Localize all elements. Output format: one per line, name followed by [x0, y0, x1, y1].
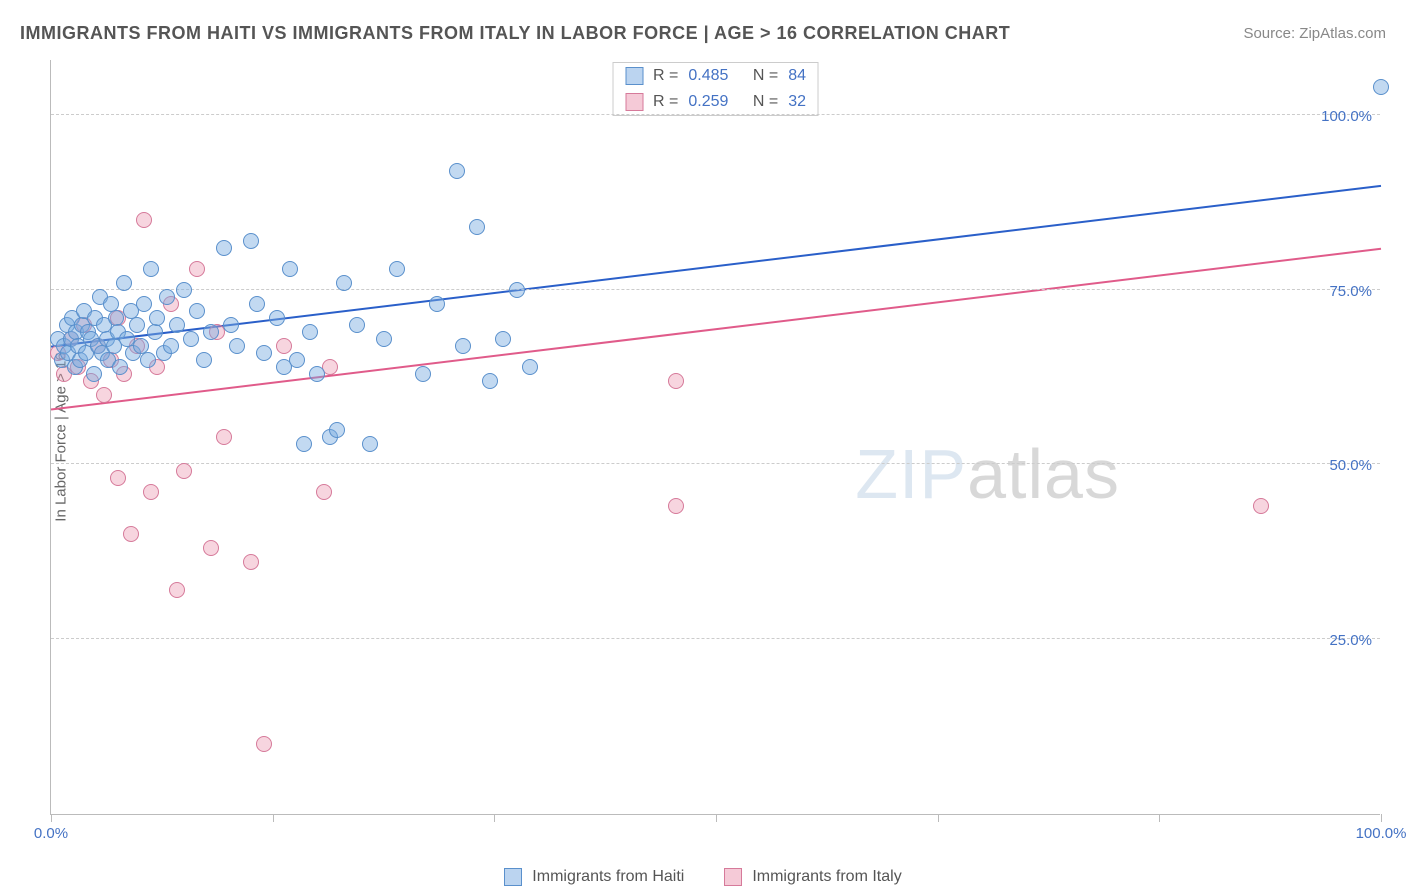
scatter-point-haiti [469, 219, 485, 235]
scatter-point-haiti [1373, 79, 1389, 95]
y-tick-label: 75.0% [1329, 283, 1372, 300]
scatter-point-haiti [269, 310, 285, 326]
scatter-point-haiti [509, 282, 525, 298]
scatter-point-haiti [223, 317, 239, 333]
scatter-point-haiti [522, 359, 538, 375]
x-tick [1159, 814, 1160, 822]
gridline [51, 114, 1380, 115]
scatter-point-haiti [329, 422, 345, 438]
x-tick [494, 814, 495, 822]
scatter-point-haiti [309, 366, 325, 382]
scatter-point-haiti [289, 352, 305, 368]
legend-item-haiti: Immigrants from Haiti [504, 868, 684, 886]
scatter-point-haiti [243, 233, 259, 249]
scatter-point-haiti [183, 331, 199, 347]
scatter-point-haiti [196, 352, 212, 368]
scatter-point-haiti [163, 338, 179, 354]
scatter-point-haiti [159, 289, 175, 305]
scatter-point-haiti [455, 338, 471, 354]
x-tick [1381, 814, 1382, 822]
scatter-point-italy [110, 470, 126, 486]
scatter-point-haiti [336, 275, 352, 291]
scatter-point-italy [668, 498, 684, 514]
trend-lines [51, 60, 1381, 815]
scatter-point-italy [276, 338, 292, 354]
scatter-point-italy [256, 736, 272, 752]
scatter-point-haiti [136, 296, 152, 312]
gridline [51, 289, 1380, 290]
scatter-point-italy [96, 387, 112, 403]
legend-label-haiti: Immigrants from Haiti [532, 868, 684, 886]
scatter-point-haiti [349, 317, 365, 333]
scatter-point-haiti [86, 366, 102, 382]
scatter-point-haiti [256, 345, 272, 361]
x-tick-label: 100.0% [1356, 825, 1406, 842]
series-legend: Immigrants from Haiti Immigrants from It… [0, 868, 1406, 886]
swatch-italy-icon [724, 868, 742, 886]
scatter-point-italy [243, 554, 259, 570]
scatter-point-italy [169, 582, 185, 598]
scatter-point-italy [203, 540, 219, 556]
y-tick-label: 100.0% [1321, 108, 1372, 125]
scatter-point-italy [176, 463, 192, 479]
x-tick [716, 814, 717, 822]
scatter-point-haiti [129, 317, 145, 333]
scatter-point-haiti [112, 359, 128, 375]
scatter-point-haiti [362, 436, 378, 452]
scatter-point-haiti [176, 282, 192, 298]
chart-title: IMMIGRANTS FROM HAITI VS IMMIGRANTS FROM… [20, 23, 1010, 44]
scatter-point-haiti [189, 303, 205, 319]
scatter-point-haiti [116, 275, 132, 291]
y-tick-label: 50.0% [1329, 457, 1372, 474]
scatter-point-italy [1253, 498, 1269, 514]
x-tick [51, 814, 52, 822]
scatter-point-haiti [216, 240, 232, 256]
source-label: Source: ZipAtlas.com [1243, 25, 1386, 42]
scatter-point-italy [668, 373, 684, 389]
scatter-point-haiti [249, 296, 265, 312]
scatter-point-haiti [143, 261, 159, 277]
scatter-point-haiti [482, 373, 498, 389]
gridline [51, 463, 1380, 464]
scatter-point-haiti [429, 296, 445, 312]
y-tick-label: 25.0% [1329, 632, 1372, 649]
scatter-plot: In Labor Force | Age > 16 ZIPatlas R = 0… [50, 60, 1380, 815]
scatter-point-haiti [149, 310, 165, 326]
scatter-point-haiti [169, 317, 185, 333]
scatter-point-haiti [140, 352, 156, 368]
scatter-point-italy [123, 526, 139, 542]
x-tick [273, 814, 274, 822]
scatter-point-haiti [147, 324, 163, 340]
trend-line-italy [51, 249, 1381, 410]
gridline [51, 638, 1380, 639]
scatter-point-haiti [203, 324, 219, 340]
x-tick-label: 0.0% [34, 825, 68, 842]
swatch-haiti-icon [504, 868, 522, 886]
trend-line-haiti [51, 186, 1381, 347]
scatter-point-haiti [302, 324, 318, 340]
scatter-point-italy [216, 429, 232, 445]
x-tick [938, 814, 939, 822]
scatter-point-italy [143, 484, 159, 500]
legend-label-italy: Immigrants from Italy [752, 868, 901, 886]
scatter-point-haiti [415, 366, 431, 382]
scatter-point-haiti [296, 436, 312, 452]
scatter-point-italy [136, 212, 152, 228]
scatter-point-haiti [376, 331, 392, 347]
scatter-point-haiti [229, 338, 245, 354]
scatter-point-italy [316, 484, 332, 500]
scatter-point-haiti [389, 261, 405, 277]
scatter-point-haiti [282, 261, 298, 277]
scatter-point-italy [189, 261, 205, 277]
scatter-point-haiti [449, 163, 465, 179]
legend-item-italy: Immigrants from Italy [724, 868, 901, 886]
scatter-point-haiti [495, 331, 511, 347]
title-bar: IMMIGRANTS FROM HAITI VS IMMIGRANTS FROM… [20, 18, 1386, 48]
